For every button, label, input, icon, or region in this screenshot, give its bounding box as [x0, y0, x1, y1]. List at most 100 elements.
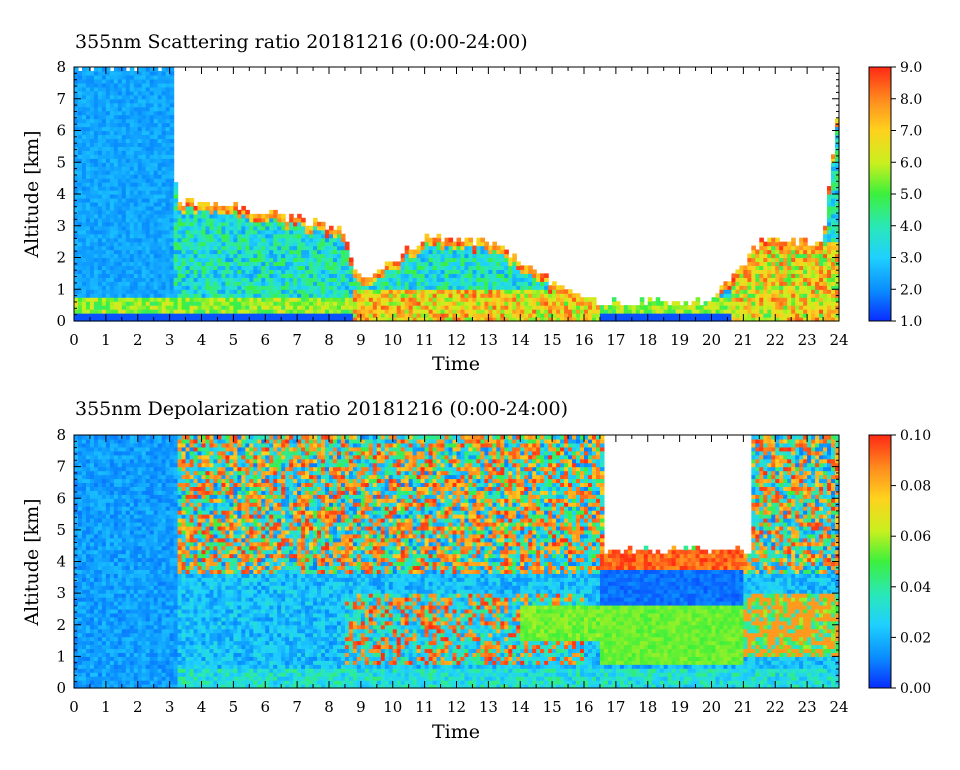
scattering-cell: [74, 118, 79, 124]
scattering-cell: [121, 229, 127, 235]
scattering-cell: [751, 261, 756, 267]
depolarization-cell: [85, 569, 91, 574]
scattering-cell: [747, 265, 752, 271]
scattering-cell: [201, 269, 207, 274]
scattering-cell: [105, 70, 111, 76]
scattering-cell: [293, 237, 298, 243]
scattering-cell: [420, 297, 426, 302]
scattering-cell: [137, 245, 143, 251]
depolarization-cell: [77, 601, 83, 606]
scattering-cell: [173, 297, 179, 302]
scattering-cell: [289, 297, 294, 302]
scattering-cell: [245, 253, 250, 259]
scattering-cell: [364, 317, 370, 322]
scattering-cell: [285, 249, 290, 255]
scattering-cell: [201, 277, 207, 282]
scattering-cell: [157, 170, 163, 175]
scattering-cell: [77, 225, 83, 231]
scattering-cell: [105, 67, 111, 72]
scattering-cell: [109, 297, 115, 302]
x-tick-label: 10: [383, 331, 402, 349]
depolarization-cell: [81, 616, 87, 622]
scattering-cell: [285, 297, 290, 302]
scattering-cell: [568, 305, 573, 310]
scattering-cell: [823, 229, 828, 235]
scattering-cell: [189, 233, 195, 239]
scattering-cell: [249, 237, 254, 243]
scattering-cell: [137, 293, 143, 298]
scattering-cell: [257, 269, 262, 274]
scattering-cell: [149, 197, 155, 203]
scattering-cell: [472, 245, 478, 251]
scattering-cell: [424, 253, 430, 259]
scattering-cell: [699, 309, 705, 314]
scattering-cell: [213, 253, 219, 259]
scattering-cell: [344, 301, 350, 306]
scattering-cell: [125, 233, 131, 239]
scattering-cell: [623, 317, 629, 322]
scattering-cell: [145, 138, 151, 144]
scattering-cell: [113, 205, 119, 211]
scattering-cell: [85, 257, 91, 263]
scattering-cell: [153, 78, 159, 84]
scattering-cell: [329, 257, 334, 263]
depolarization-cell: [74, 514, 79, 519]
scattering-cell: [117, 178, 123, 183]
scattering-cell: [444, 285, 450, 290]
scattering-cell: [141, 269, 147, 274]
scattering-cell: [117, 142, 123, 147]
scattering-cell: [476, 301, 481, 306]
scattering-cell: [516, 265, 521, 271]
scattering-cell: [249, 217, 254, 223]
scattering-cell: [504, 249, 509, 255]
scattering-cell: [109, 289, 115, 294]
scattering-cell: [440, 309, 446, 314]
scattering-cell: [293, 253, 298, 259]
scattering-cell: [356, 289, 362, 294]
scattering-cell: [799, 265, 804, 271]
scattering-cell: [177, 205, 183, 211]
scattering-cell: [209, 217, 215, 223]
scattering-cell: [265, 293, 270, 298]
scattering-cell: [81, 190, 87, 195]
scattering-cell: [217, 301, 223, 306]
scattering-cell: [603, 313, 609, 318]
scattering-cell: [831, 209, 836, 215]
scattering-cell: [827, 269, 832, 274]
scattering-cell: [197, 233, 203, 239]
scattering-cell: [759, 293, 764, 298]
scattering-cell: [125, 174, 131, 179]
scattering-cell: [336, 237, 342, 243]
depolarization-cell: [81, 486, 87, 491]
scattering-cell: [217, 269, 223, 274]
scattering-cell: [217, 257, 223, 263]
scattering-cell: [301, 297, 306, 302]
scattering-cell: [631, 313, 637, 318]
scattering-cell: [436, 257, 442, 263]
scattering-cell: [237, 285, 242, 290]
scattering-cell: [293, 217, 298, 223]
scattering-cell: [89, 261, 95, 267]
scattering-cell: [823, 277, 828, 282]
scattering-cell: [767, 277, 772, 282]
scattering-panel: 355nm Scattering ratio 20181216 (0:00-24…: [21, 31, 922, 375]
scattering-cell: [93, 122, 99, 128]
scattering-cell: [313, 233, 318, 239]
scattering-cell: [468, 273, 474, 278]
scattering-cell: [213, 273, 219, 278]
scattering-cell: [177, 289, 183, 294]
scattering-cell: [161, 265, 167, 271]
scattering-cell: [157, 201, 163, 207]
scattering-cell: [265, 297, 270, 302]
scattering-cell: [141, 70, 147, 76]
scattering-cell: [428, 257, 434, 263]
scattering-cell: [384, 317, 390, 322]
scattering-cell: [109, 317, 115, 322]
scattering-cell: [185, 237, 191, 243]
scattering-cell: [85, 182, 91, 187]
scattering-cell: [81, 178, 87, 183]
scattering-cell: [81, 233, 87, 239]
scattering-cell: [125, 301, 131, 306]
scattering-cell: [309, 241, 314, 247]
scattering-cell: [488, 305, 493, 310]
